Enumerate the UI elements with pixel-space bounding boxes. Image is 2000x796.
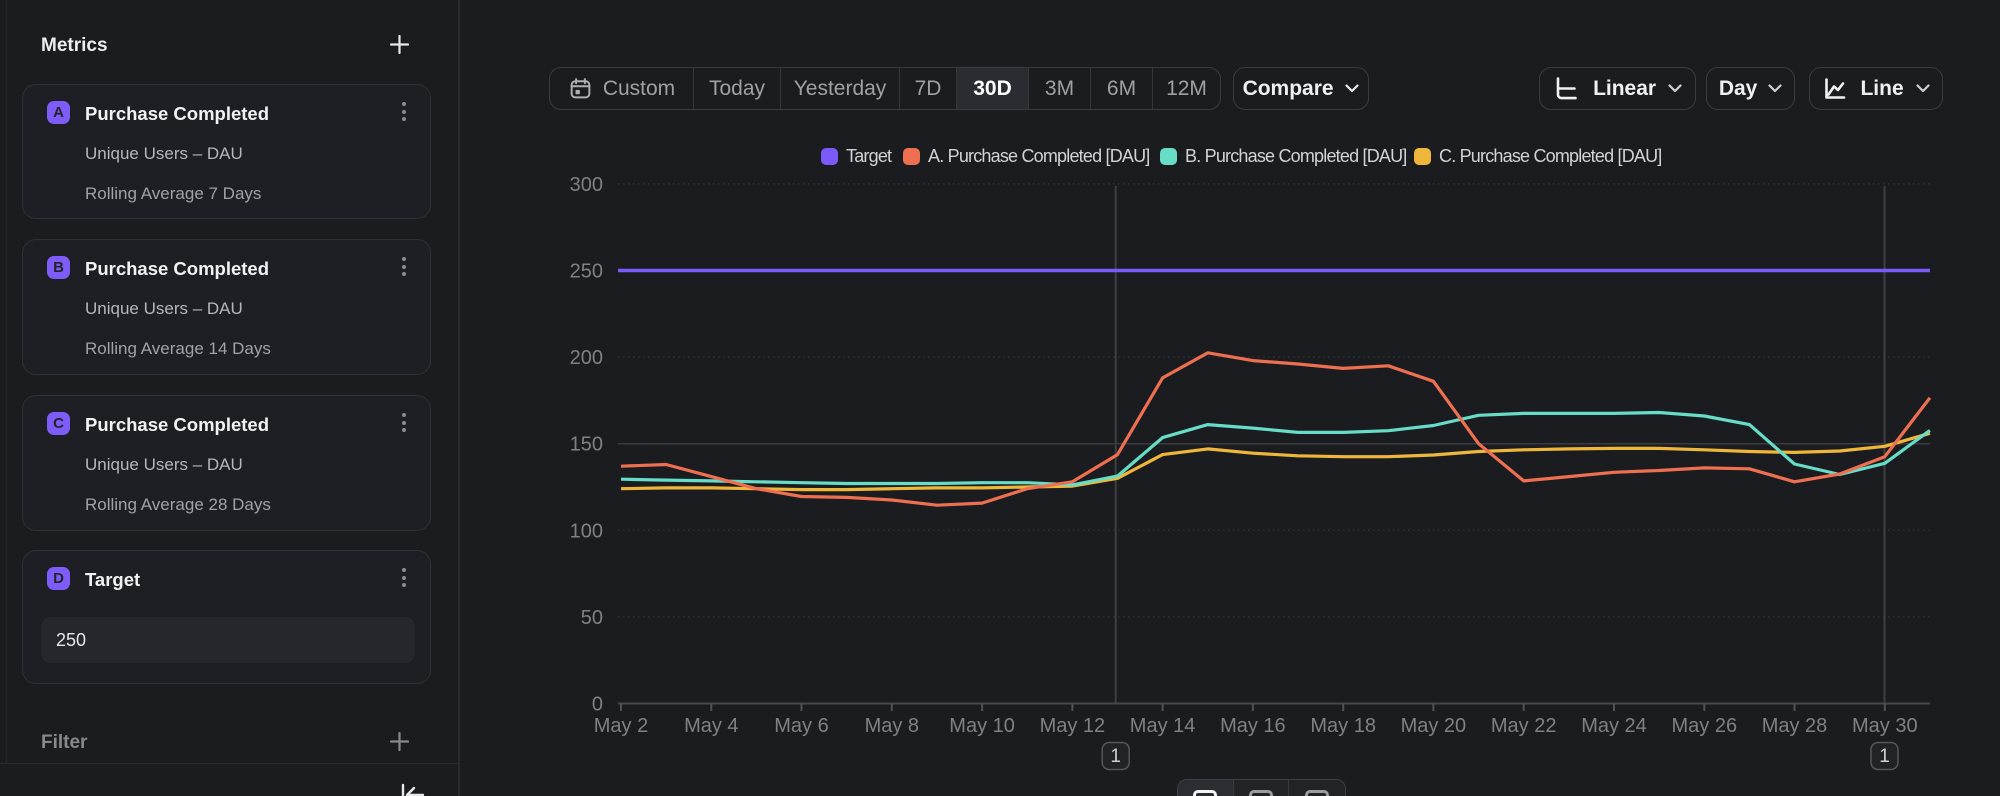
svg-text:May 8: May 8 bbox=[865, 715, 919, 737]
svg-text:50: 50 bbox=[581, 607, 603, 629]
svg-text:May 18: May 18 bbox=[1310, 715, 1376, 737]
svg-text:250: 250 bbox=[570, 261, 603, 283]
svg-text:200: 200 bbox=[570, 347, 603, 369]
svg-text:May 4: May 4 bbox=[684, 715, 738, 737]
svg-text:May 26: May 26 bbox=[1672, 715, 1738, 737]
svg-text:May 30: May 30 bbox=[1852, 715, 1918, 737]
svg-text:1: 1 bbox=[1879, 746, 1890, 767]
svg-text:May 22: May 22 bbox=[1491, 715, 1557, 737]
svg-text:May 28: May 28 bbox=[1762, 715, 1828, 737]
svg-text:May 16: May 16 bbox=[1220, 715, 1286, 737]
svg-text:May 10: May 10 bbox=[949, 715, 1015, 737]
svg-text:300: 300 bbox=[570, 174, 603, 196]
svg-text:May 6: May 6 bbox=[774, 715, 828, 737]
svg-text:May 12: May 12 bbox=[1040, 715, 1106, 737]
svg-text:0: 0 bbox=[592, 694, 603, 716]
svg-text:150: 150 bbox=[570, 434, 603, 456]
svg-text:May 24: May 24 bbox=[1581, 715, 1647, 737]
svg-text:May 20: May 20 bbox=[1401, 715, 1467, 737]
svg-text:May 14: May 14 bbox=[1130, 715, 1196, 737]
svg-text:1: 1 bbox=[1110, 746, 1121, 767]
svg-text:100: 100 bbox=[570, 520, 603, 542]
svg-text:May 2: May 2 bbox=[594, 715, 648, 737]
